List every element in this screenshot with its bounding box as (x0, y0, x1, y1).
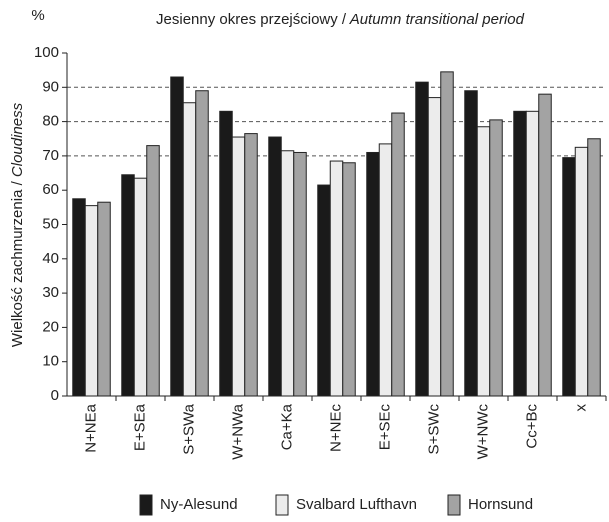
x-tick-label: W+NWc (474, 404, 491, 460)
x-tick-label: W+NWa (229, 403, 246, 459)
bar (97, 201, 111, 397)
x-tick-label: E+SEc (376, 404, 393, 451)
bar (219, 110, 233, 397)
bar (538, 93, 552, 397)
legend-label: Hornsund (468, 496, 533, 513)
bar (476, 126, 491, 397)
legend-swatch (447, 494, 461, 516)
x-tick-label: Ca+Ka (278, 403, 295, 450)
bar (293, 151, 307, 397)
bar (72, 198, 86, 397)
bar (427, 97, 442, 397)
bar (574, 146, 589, 397)
bar (170, 76, 184, 397)
bar (366, 151, 380, 397)
y-tick-label: 50 (42, 215, 59, 232)
legend-swatch (275, 494, 289, 516)
legend-label: Ny-Alesund (160, 496, 238, 513)
bar (489, 119, 503, 397)
y-tick-label: 80 (42, 113, 59, 130)
bar (146, 145, 160, 397)
bar (562, 157, 576, 397)
bar (121, 174, 135, 397)
bar (268, 136, 282, 397)
y-tick-label: 20 (42, 318, 59, 335)
bar (231, 136, 246, 397)
y-unit: % (31, 7, 44, 24)
x-tick-label: Cc+Bc (523, 404, 540, 449)
bar (513, 110, 527, 397)
y-tick-label: 30 (42, 284, 59, 301)
x-tick-label: S+SWa (180, 403, 197, 454)
y-tick-label: 70 (42, 147, 59, 164)
y-tick-label: 90 (42, 78, 59, 95)
bar (244, 133, 258, 397)
y-tick-label: 40 (42, 250, 59, 267)
bar (317, 184, 331, 397)
y-tick-label: 10 (42, 353, 59, 370)
bar (440, 71, 454, 397)
bar (329, 160, 344, 397)
bar (280, 150, 295, 397)
x-tick-label: N+NEc (327, 404, 344, 452)
x-tick-label: S+SWc (425, 404, 442, 455)
legend-label: Svalbard Lufthavn (296, 496, 417, 513)
y-tick-label: 0 (51, 387, 59, 404)
bar (391, 112, 405, 397)
x-tick-label: x (572, 404, 589, 412)
y-tick-label: 100 (34, 44, 59, 61)
bar (133, 177, 148, 397)
bar (525, 110, 540, 397)
bar (415, 81, 429, 397)
x-tick-label: E+SEa (131, 403, 148, 451)
bar (587, 138, 601, 397)
chart-title: Jesienny okres przejściowy / Autumn tran… (156, 11, 525, 28)
bar (378, 143, 393, 397)
bar (182, 102, 197, 397)
y-tick-label: 60 (42, 181, 59, 198)
bar (195, 90, 209, 397)
x-tick-label: N+NEa (82, 403, 99, 452)
bar (342, 162, 356, 397)
y-axis-label: Wielkość zachmurzenia / Cloudiness (9, 102, 26, 347)
bar (84, 205, 99, 397)
bar (464, 90, 478, 397)
legend-swatch (139, 494, 153, 516)
